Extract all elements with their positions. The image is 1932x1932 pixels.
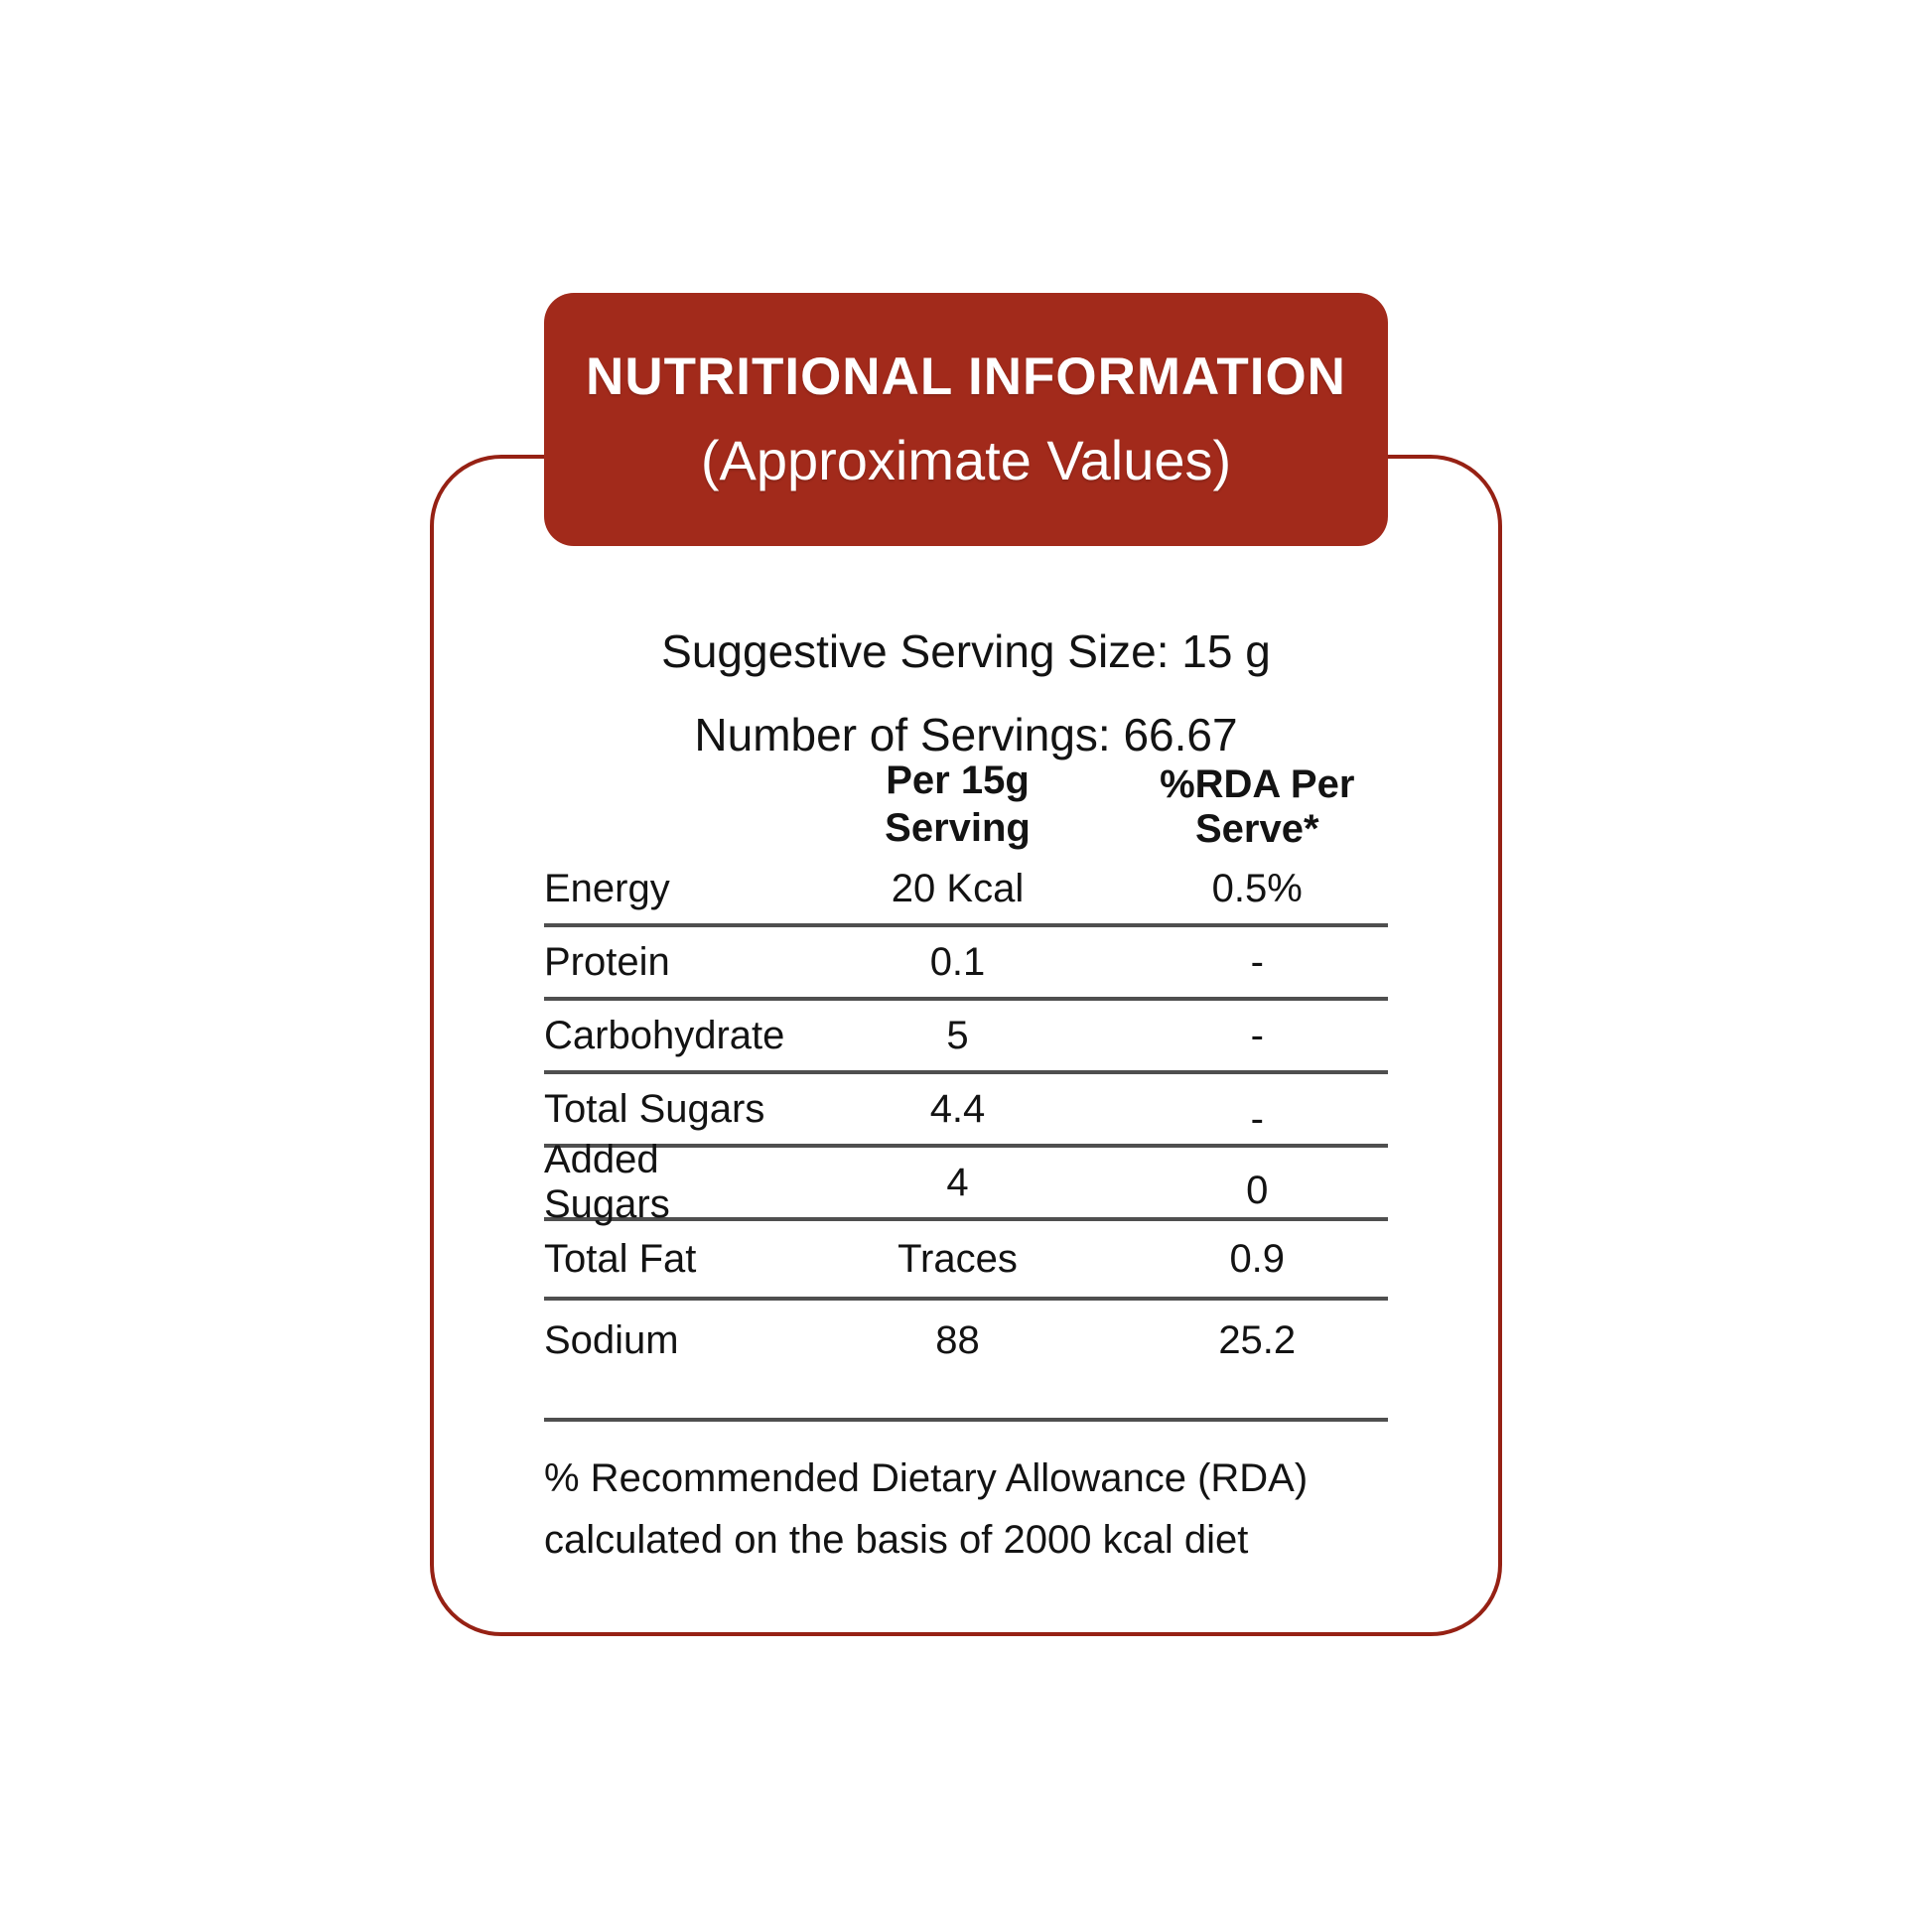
serving-size-line: Suggestive Serving Size: 15 g <box>661 625 1271 677</box>
footnote-line2: calculated on the basis of 2000 kcal die… <box>544 1518 1249 1562</box>
table-row: Energy 20 Kcal 0.5% <box>544 854 1388 927</box>
rda-value: - <box>1250 1096 1264 1141</box>
footnote-line1: % Recommended Dietary Allowance (RDA) <box>544 1456 1309 1500</box>
per-serving-value: 88 <box>935 1318 980 1362</box>
nutrient-label: Carbohydrate <box>544 1013 785 1057</box>
servings-count-line: Number of Servings: 66.67 <box>694 709 1238 760</box>
serving-info: Suggestive Serving Size: 15 g Number of … <box>430 610 1502 776</box>
nutrient-label: Total Sugars <box>544 1086 765 1131</box>
nutrient-label: Protein <box>544 939 670 984</box>
per-serving-value: 4.4 <box>929 1086 986 1131</box>
table-row: Total Sugars 4.4 - <box>544 1074 1388 1148</box>
table-row: Protein 0.1 - <box>544 927 1388 1001</box>
nutrient-label: Added Sugars <box>544 1138 670 1226</box>
rda-value: - <box>1250 1013 1264 1057</box>
table-header-row: Per 15g Serving %RDA Per Serve* <box>544 759 1388 854</box>
table-row: Total Fat Traces 0.9 <box>544 1221 1388 1301</box>
per-serving-value: 20 Kcal <box>891 866 1025 910</box>
per-serving-value: 4 <box>946 1160 969 1204</box>
rda-value: 0.5% <box>1211 866 1303 910</box>
per-serving-value: 5 <box>946 1013 969 1057</box>
rda-value: 25.2 <box>1218 1318 1297 1362</box>
label-border-box <box>430 455 1502 1636</box>
column-header-per-serving: Per 15g Serving <box>789 757 1127 852</box>
table-row: Carbohydrate 5 - <box>544 1001 1388 1074</box>
column-header-per-serving-line2: Serving <box>885 806 1031 850</box>
nutrient-label: Sodium <box>544 1318 679 1362</box>
header-title: NUTRITIONAL INFORMATION <box>586 347 1346 406</box>
nutrient-label: Total Fat <box>544 1236 697 1281</box>
per-serving-value: 0.1 <box>929 939 986 984</box>
rda-value: 0 <box>1246 1168 1269 1212</box>
rda-footnote: % Recommended Dietary Allowance (RDA) ca… <box>544 1448 1398 1571</box>
nutrient-label: Energy <box>544 866 670 910</box>
nutrition-table: Per 15g Serving %RDA Per Serve* Energy 2… <box>544 759 1388 1422</box>
header-subtitle: (Approximate Values) <box>700 429 1232 491</box>
per-serving-value: Traces <box>897 1236 1018 1281</box>
table-row: Sodium 88 25.2 <box>544 1301 1388 1422</box>
column-header-per-serving-line1: Per 15g <box>886 759 1030 802</box>
table-row: Added Sugars 4 0 <box>544 1138 1388 1226</box>
rda-value: 0.9 <box>1229 1236 1286 1281</box>
column-header-rda: %RDA Per Serve* <box>1160 762 1355 851</box>
table-body: Energy 20 Kcal 0.5% Protein 0.1 - Carboh… <box>544 854 1388 1422</box>
label-header: NUTRITIONAL INFORMATION (Approximate Val… <box>544 293 1388 546</box>
rda-value: - <box>1250 939 1264 984</box>
